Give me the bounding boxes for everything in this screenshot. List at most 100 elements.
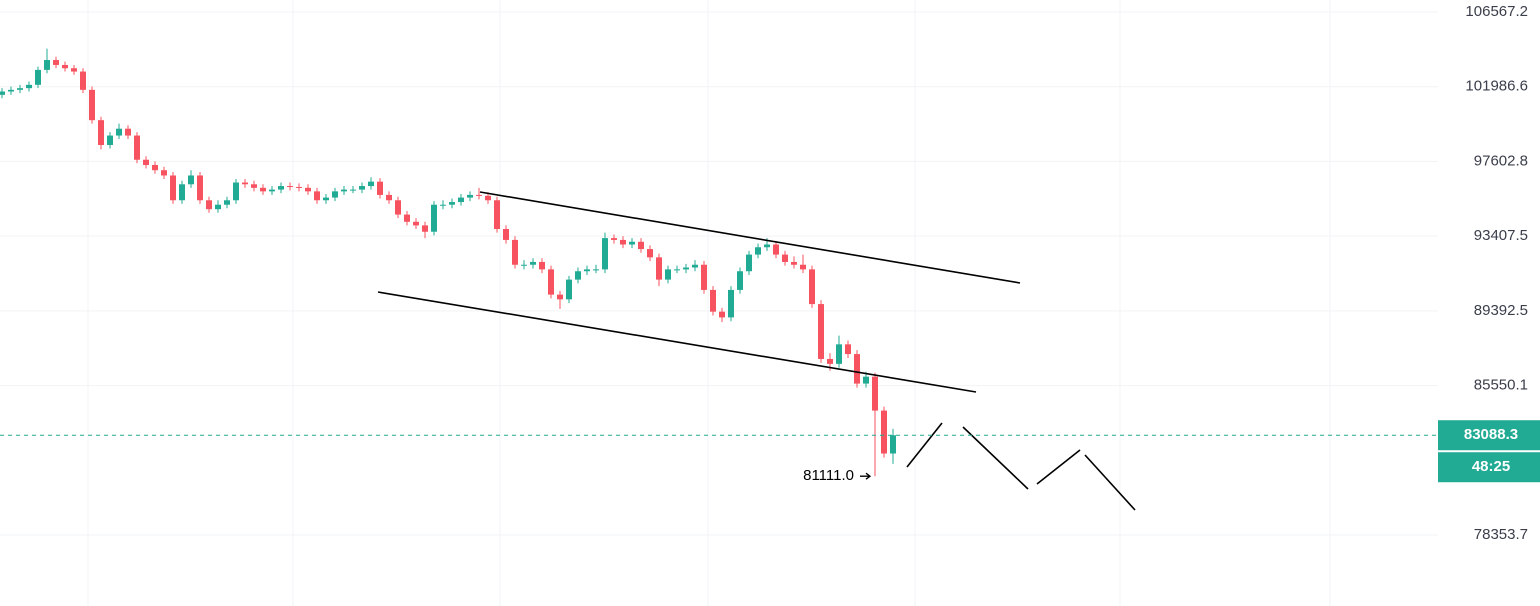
candle-body [638,241,644,250]
candles [0,48,896,477]
candle-body [503,229,509,240]
y-tick-label: 89392.5 [1474,302,1528,319]
candle-body [323,197,329,201]
candle-body [755,247,761,255]
candle-body [719,311,725,318]
candle-body [710,289,716,312]
candle-body [674,269,680,271]
projection-line [1084,454,1136,511]
candle-body [602,238,608,270]
candle-body [782,254,788,262]
candle-body [188,175,194,185]
candle-body [566,279,572,300]
candle-body [314,191,320,201]
y-tick-label: 85550.1 [1474,377,1528,394]
candle-body [530,261,536,265]
candle-body [395,200,401,215]
horizontal-grid: 106567.2 101986.6 97602.8 93407.5 89392.5 855… [0,3,1528,543]
y-tick-label: 93407.5 [1474,227,1528,244]
countdown-box [1438,452,1540,483]
y-tick-label: 97602.8 [1474,152,1528,169]
price-label-box [1438,420,1540,451]
candle-body [98,120,104,146]
candle-body [116,128,122,136]
projection-line [906,422,943,468]
candle-body [332,191,338,198]
candle-body [746,254,752,272]
candle-body [134,135,140,160]
candle-body [611,238,617,240]
candle-body [269,189,275,192]
candle-body [476,194,482,196]
candle-body [368,181,374,187]
candle-body [80,71,86,90]
candle-body [197,175,203,201]
candle-body [845,344,851,355]
candle-body [89,89,95,121]
candle-body [800,264,806,270]
candle-body [449,202,455,205]
candle-body [404,214,410,222]
candle-body [512,239,518,265]
candle-body [251,184,257,188]
candle-body [683,267,689,270]
candle-body [359,186,365,190]
overlay: 83088.3 48:25 81111.0 [0,420,1540,484]
candle-body [35,69,41,85]
candle-body [305,187,311,192]
projection-line [962,426,1029,490]
candle-body [584,269,590,272]
trend-line [479,191,1021,284]
candle-body [629,241,635,245]
annotation-arrow [860,472,872,480]
candle-body [431,204,437,232]
candle-body [260,187,266,192]
candle-body [458,197,464,203]
candle-body [170,175,176,201]
projection-line [1036,449,1081,485]
candle-body [224,200,230,205]
candle-body [485,195,491,201]
candle-body [647,249,653,258]
candle-body [215,204,221,210]
candle-body [773,244,779,255]
candle-body [377,181,383,195]
candle-body [665,269,671,280]
candle-body [521,264,527,266]
candle-body [593,269,599,271]
trend-line [377,291,977,393]
candle-body [242,182,248,185]
candle-body [287,186,293,188]
candle-body [341,189,347,192]
candle-body [890,435,896,454]
candle-body [791,261,797,265]
candle-body [701,264,707,290]
candle-body [278,186,284,190]
candle-body [152,164,158,171]
y-tick-label: 106567.2 [1465,3,1528,20]
price-label: 83088.3 [1464,426,1518,443]
candle-body [872,376,878,411]
candle-body [296,186,302,188]
candle-body [467,194,473,198]
candle-body [44,60,50,70]
candle-body [818,304,824,359]
vertical-grid [87,0,1331,606]
candle-body [62,64,68,69]
candle-body [764,244,770,248]
candle-body [692,264,698,268]
countdown-label: 48:25 [1472,458,1510,475]
candle-body [206,200,212,210]
candle-body [26,84,32,89]
candle-body [71,68,77,72]
candle-body [440,204,446,206]
candle-body [17,88,23,90]
drawings [377,191,1136,511]
candle-body [656,257,662,280]
candle-body [494,200,500,230]
candle-body [620,239,626,245]
candle-body [413,221,419,226]
candle-body [809,269,815,305]
candle-body [53,60,59,65]
candle-body [0,91,5,95]
